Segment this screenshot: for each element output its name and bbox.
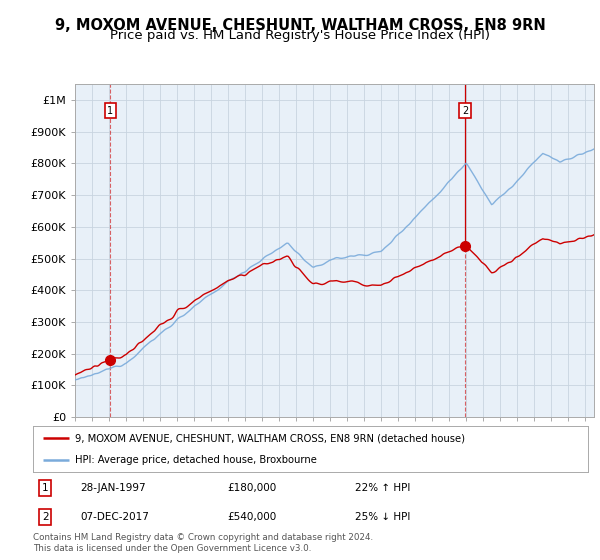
Text: Contains HM Land Registry data © Crown copyright and database right 2024.
This d: Contains HM Land Registry data © Crown c… (33, 533, 373, 553)
Text: 25% ↓ HPI: 25% ↓ HPI (355, 512, 410, 522)
Text: 2: 2 (42, 512, 49, 522)
Text: 2: 2 (462, 106, 468, 116)
Text: 9, MOXOM AVENUE, CHESHUNT, WALTHAM CROSS, EN8 9RN: 9, MOXOM AVENUE, CHESHUNT, WALTHAM CROSS… (55, 18, 545, 33)
Text: 9, MOXOM AVENUE, CHESHUNT, WALTHAM CROSS, EN8 9RN (detached house): 9, MOXOM AVENUE, CHESHUNT, WALTHAM CROSS… (74, 433, 464, 444)
Text: 28-JAN-1997: 28-JAN-1997 (80, 483, 146, 493)
Text: £180,000: £180,000 (227, 483, 277, 493)
Text: £540,000: £540,000 (227, 512, 277, 522)
Text: 1: 1 (107, 106, 113, 116)
Text: 07-DEC-2017: 07-DEC-2017 (80, 512, 149, 522)
Text: 22% ↑ HPI: 22% ↑ HPI (355, 483, 410, 493)
Text: Price paid vs. HM Land Registry's House Price Index (HPI): Price paid vs. HM Land Registry's House … (110, 29, 490, 42)
Text: 1: 1 (42, 483, 49, 493)
Text: HPI: Average price, detached house, Broxbourne: HPI: Average price, detached house, Brox… (74, 455, 317, 465)
